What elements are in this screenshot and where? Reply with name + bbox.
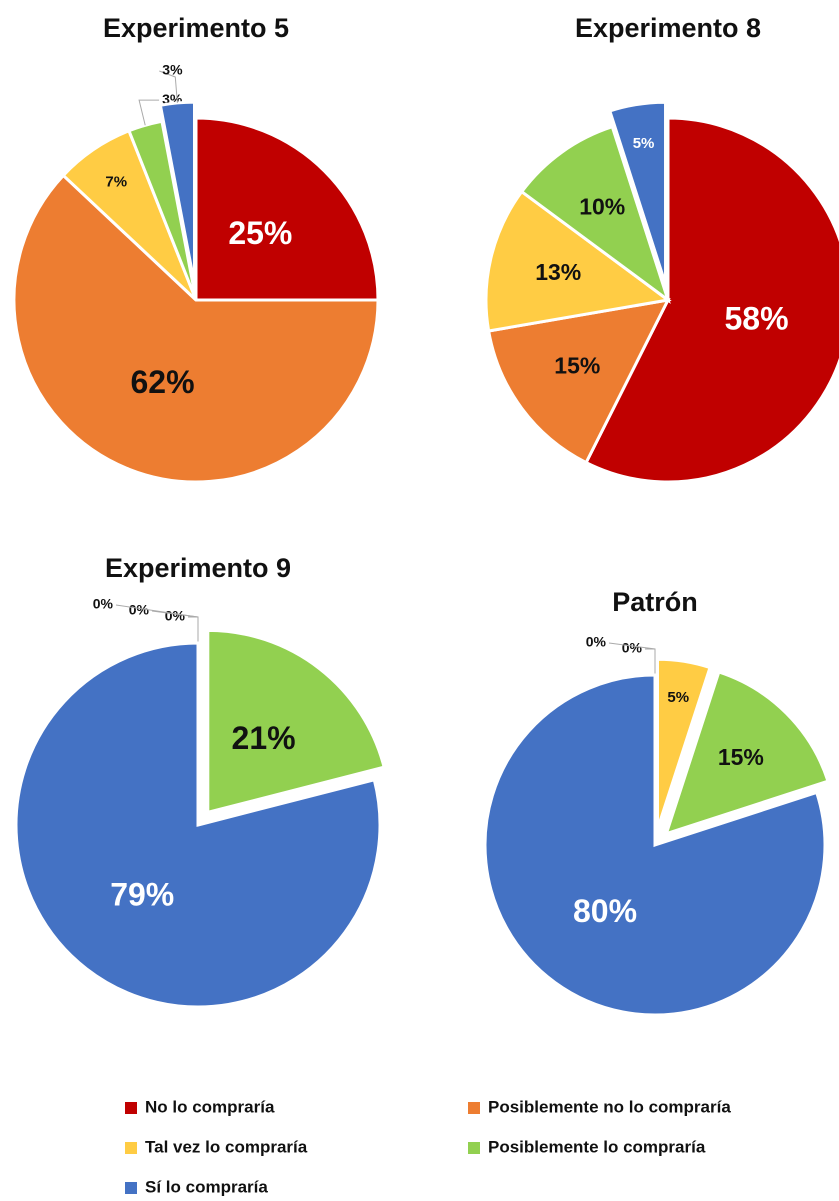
leader-line <box>115 604 199 643</box>
value-label: 58% <box>725 300 789 336</box>
value-label: 13% <box>535 259 581 285</box>
legend-label: Tal vez lo compraría <box>145 1137 308 1156</box>
pie-slice <box>663 670 830 837</box>
value-label: 7% <box>105 174 127 191</box>
pie-slice <box>584 116 839 484</box>
legend-swatch <box>468 1102 480 1114</box>
value-label: 79% <box>110 876 174 912</box>
pie-slice <box>607 100 668 285</box>
pie-slice <box>12 173 380 484</box>
leader-line <box>188 616 199 643</box>
value-label: 3% <box>162 62 183 78</box>
leader-line <box>159 70 178 103</box>
value-label: 80% <box>573 893 637 929</box>
legend-label: Posiblemente no lo compraría <box>488 1097 731 1116</box>
pie-slice <box>206 628 386 815</box>
value-label: 15% <box>718 744 764 770</box>
chart-title: Experimento 9 <box>105 553 291 583</box>
value-label: 0% <box>165 608 186 624</box>
pie-slice <box>14 641 382 1009</box>
legend-label: No lo compraría <box>145 1097 275 1116</box>
value-label: 0% <box>129 602 150 618</box>
pie-slice <box>656 657 712 830</box>
leader-line <box>138 99 160 126</box>
value-label: 10% <box>579 193 625 219</box>
value-label: 25% <box>228 215 292 251</box>
leader-line <box>608 642 656 675</box>
legend-label: Posiblemente lo compraría <box>488 1137 706 1156</box>
value-label: 0% <box>586 634 607 650</box>
legend-swatch <box>125 1102 137 1114</box>
legend-label: Sí lo compraría <box>145 1177 268 1196</box>
pie-slice <box>158 100 196 285</box>
pie-slice <box>486 298 671 465</box>
chart-title: Experimento 5 <box>103 13 289 43</box>
pie-slice <box>519 124 671 304</box>
legend-swatch <box>125 1182 137 1194</box>
legend-swatch <box>125 1142 137 1154</box>
value-label: 0% <box>93 596 114 612</box>
pie-slice <box>127 119 198 301</box>
leader-line <box>645 648 656 675</box>
pie-slice <box>194 116 380 302</box>
value-label: 5% <box>667 689 689 706</box>
chart-title: Patrón <box>612 587 698 617</box>
value-label: 0% <box>622 640 643 656</box>
pie-slice <box>483 673 827 1017</box>
value-label: 62% <box>130 364 194 400</box>
legend-swatch <box>468 1142 480 1154</box>
chart-title: Experimento 8 <box>575 13 761 43</box>
pie-slice <box>484 189 672 333</box>
value-label: 21% <box>232 720 296 756</box>
value-label: 15% <box>554 352 600 378</box>
value-label: 5% <box>633 135 655 152</box>
